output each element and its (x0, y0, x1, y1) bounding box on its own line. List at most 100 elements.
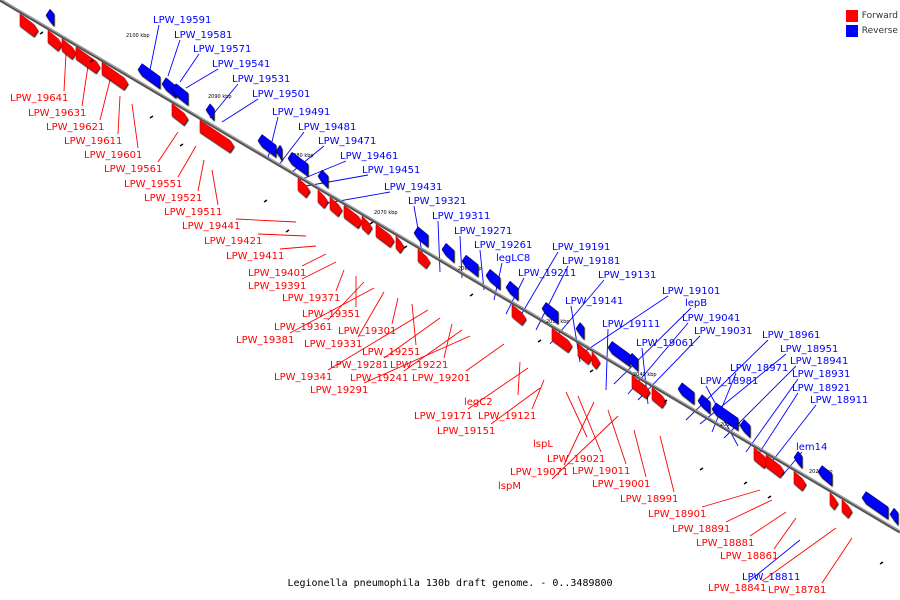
forward-gene-label[interactable]: LPW_19601 (84, 150, 142, 161)
reverse-gene-label[interactable]: LPW_19471 (318, 136, 376, 147)
reverse-gene[interactable] (461, 254, 479, 278)
reverse-gene-label[interactable]: LPW_19451 (362, 165, 420, 176)
reverse-gene[interactable] (505, 280, 519, 301)
reverse-gene-label[interactable]: legLC8 (496, 253, 530, 264)
reverse-gene[interactable] (627, 352, 639, 372)
reverse-gene-label[interactable]: LPW_18951 (780, 344, 838, 355)
reverse-gene-label[interactable]: LPW_19061 (636, 338, 694, 349)
reverse-gene-label[interactable]: LPW_19111 (602, 319, 660, 330)
forward-gene[interactable] (61, 38, 77, 60)
reverse-gene-label[interactable]: LPW_18911 (810, 395, 868, 406)
forward-gene[interactable] (765, 454, 785, 478)
reverse-gene-label[interactable]: LPW_19191 (552, 242, 610, 253)
forward-gene-label[interactable]: LPW_19401 (248, 268, 306, 279)
forward-gene[interactable] (171, 103, 189, 126)
forward-gene[interactable] (329, 196, 343, 217)
reverse-gene-label[interactable]: LPW_19041 (682, 313, 740, 324)
reverse-gene-label[interactable]: LPW_19031 (694, 326, 752, 337)
reverse-gene[interactable] (861, 491, 889, 520)
forward-gene-label[interactable]: LPW_19011 (572, 466, 630, 477)
forward-gene-label[interactable]: LPW_19301 (338, 326, 396, 337)
forward-gene[interactable] (631, 375, 651, 399)
reverse-gene-label[interactable]: LPW_18921 (792, 383, 850, 394)
reverse-gene[interactable] (817, 465, 833, 487)
reverse-gene-label[interactable]: LPW_19181 (562, 256, 620, 267)
reverse-gene-label[interactable]: LPW_19461 (340, 151, 398, 162)
forward-gene[interactable] (199, 119, 235, 153)
reverse-gene-label[interactable]: LPW_19311 (432, 211, 490, 222)
forward-gene-label[interactable]: LPW_19641 (10, 93, 68, 104)
forward-gene-label[interactable]: LPW_19411 (226, 251, 284, 262)
forward-gene-label[interactable]: LPW_19371 (282, 293, 340, 304)
reverse-gene-label[interactable]: LPW_19591 (153, 15, 211, 26)
forward-gene[interactable] (551, 327, 573, 353)
reverse-gene[interactable] (161, 77, 177, 99)
reverse-gene-label[interactable]: LPW_19531 (232, 74, 290, 85)
reverse-gene[interactable] (793, 450, 803, 469)
forward-gene[interactable] (75, 46, 101, 74)
reverse-gene-label[interactable]: LPW_19571 (193, 44, 251, 55)
reverse-gene-label[interactable]: LPW_18981 (700, 376, 758, 387)
forward-gene-label[interactable]: LPW_19341 (274, 372, 332, 383)
reverse-gene[interactable] (171, 83, 189, 106)
forward-gene-label[interactable]: LPW_19351 (302, 309, 360, 320)
reverse-gene-label[interactable]: LPW_19481 (298, 122, 356, 133)
reverse-gene[interactable] (711, 402, 739, 431)
forward-gene-label[interactable]: LPW_19221 (390, 360, 448, 371)
forward-gene-label[interactable]: LPW_19201 (412, 373, 470, 384)
forward-gene-label[interactable]: LPW_19441 (182, 221, 240, 232)
forward-gene[interactable] (651, 386, 667, 409)
reverse-gene-label[interactable]: lem14 (796, 442, 827, 453)
reverse-gene-label[interactable]: LPW_19211 (518, 268, 576, 279)
reverse-gene[interactable] (205, 103, 215, 122)
reverse-gene-label[interactable]: LPW_18931 (792, 369, 850, 380)
forward-gene-label[interactable]: LPW_19001 (592, 479, 650, 490)
forward-gene-label[interactable]: lspL (533, 439, 553, 450)
forward-gene-label[interactable]: LPW_19151 (437, 426, 495, 437)
reverse-gene-label[interactable]: lepB (685, 298, 707, 309)
forward-gene[interactable] (375, 223, 395, 248)
reverse-gene-label[interactable]: LPW_19271 (454, 226, 512, 237)
forward-gene[interactable] (591, 351, 601, 370)
forward-gene[interactable] (511, 304, 527, 326)
forward-gene-label[interactable]: LPW_19281 (330, 360, 388, 371)
reverse-gene[interactable] (413, 226, 429, 248)
forward-gene-label[interactable]: LPW_18991 (620, 494, 678, 505)
reverse-gene[interactable] (697, 394, 711, 415)
forward-gene[interactable] (317, 189, 329, 209)
forward-gene-label[interactable]: LPW_19121 (478, 411, 536, 422)
reverse-gene-label[interactable]: LPW_19491 (272, 107, 330, 118)
forward-gene-label[interactable]: LPW_19381 (236, 335, 294, 346)
reverse-gene-label[interactable]: LPW_19141 (565, 296, 623, 307)
reverse-gene[interactable] (485, 268, 501, 291)
forward-gene[interactable] (19, 13, 39, 37)
forward-gene-label[interactable]: LPW_18901 (648, 509, 706, 520)
forward-gene-label[interactable]: LPW_19421 (204, 236, 262, 247)
reverse-gene[interactable] (575, 322, 585, 340)
forward-gene-label[interactable]: LPW_19551 (124, 179, 182, 190)
reverse-gene[interactable] (441, 242, 455, 263)
forward-gene[interactable] (361, 215, 373, 235)
forward-gene[interactable] (395, 235, 405, 254)
forward-gene[interactable] (793, 470, 807, 491)
reverse-gene[interactable] (541, 302, 559, 325)
forward-gene-label[interactable]: LPW_19251 (362, 347, 420, 358)
reverse-gene[interactable] (45, 8, 55, 27)
forward-gene-label[interactable]: LPW_19241 (350, 373, 408, 384)
reverse-gene[interactable] (317, 169, 329, 189)
forward-gene-label[interactable]: LPW_19021 (547, 454, 605, 465)
reverse-gene[interactable] (257, 134, 277, 158)
forward-gene-label[interactable]: LPW_18781 (768, 585, 826, 596)
forward-gene[interactable] (297, 177, 311, 198)
reverse-gene-label[interactable]: LPW_19501 (252, 89, 310, 100)
reverse-gene-label[interactable]: LPW_19261 (474, 240, 532, 251)
reverse-gene[interactable] (275, 144, 283, 162)
forward-gene-label[interactable]: LPW_18891 (672, 524, 730, 535)
forward-gene[interactable] (577, 343, 593, 365)
forward-gene[interactable] (47, 29, 63, 52)
forward-gene-label[interactable]: LPW_19361 (274, 322, 332, 333)
reverse-gene-label[interactable]: LPW_18961 (762, 330, 820, 341)
reverse-gene[interactable] (889, 507, 899, 526)
reverse-gene[interactable] (287, 151, 309, 177)
forward-gene-label[interactable]: LPW_19561 (104, 164, 162, 175)
